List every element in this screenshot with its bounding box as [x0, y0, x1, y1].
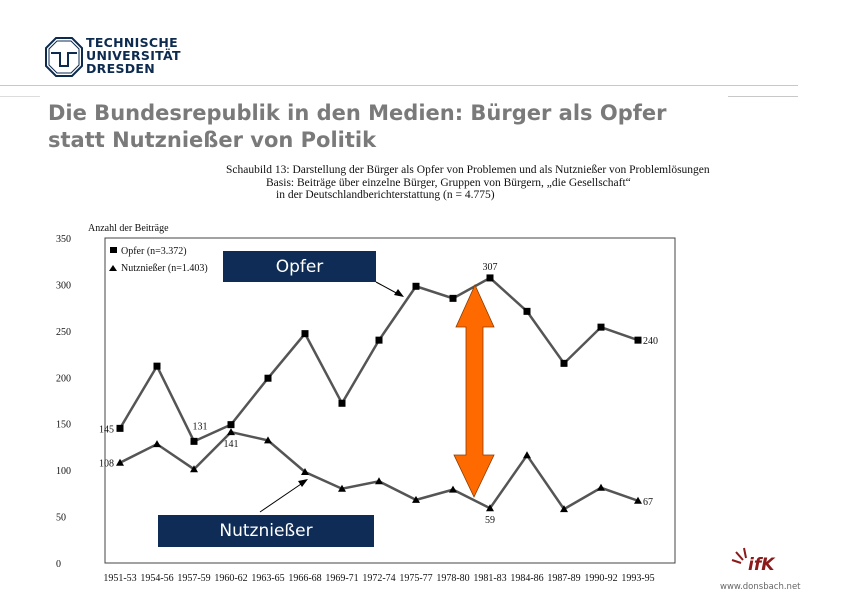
nutzniesser-series-line — [119, 430, 639, 511]
opfer-data-point — [190, 437, 198, 445]
x-tick-label: 1975-77 — [399, 573, 432, 584]
university-line-2: UNIVERSITÄT — [86, 48, 181, 63]
nutzniesser-data-point — [412, 495, 420, 503]
nutzniesser-callout-arrowhead-icon — [298, 479, 308, 487]
y-tick-label: 200 — [56, 373, 71, 384]
opfer-data-point — [449, 294, 457, 302]
x-tick-label: 1993-95 — [621, 573, 654, 584]
nutzniesser-callout-pointer — [259, 481, 305, 513]
opfer-callout: Opfer — [223, 251, 376, 282]
nutzniesser-data-point — [227, 428, 235, 436]
x-tick-label: 1987-89 — [547, 573, 580, 584]
opfer-data-label: 131 — [193, 421, 208, 432]
opfer-data-point — [375, 336, 383, 344]
nutzniesser-data-point — [523, 451, 531, 459]
nutzniesser-data-point — [116, 458, 124, 466]
slide-title: Die Bundesrepublik in den Medien: Bürger… — [48, 100, 666, 154]
opfer-data-point — [523, 307, 531, 315]
opfer-series-line — [118, 276, 639, 443]
x-tick-label: 1984-86 — [510, 573, 543, 584]
slide-title-line-2: statt Nutznießer von Politik — [48, 128, 377, 152]
x-tick-label: 1951-53 — [103, 573, 136, 584]
y-tick-label: 300 — [56, 280, 71, 291]
slide-title-line-1: Die Bundesrepublik in den Medien: Bürger… — [48, 101, 667, 125]
nutzniesser-data-point — [153, 440, 161, 448]
x-tick-label: 1957-59 — [177, 573, 210, 584]
x-tick-label: 1963-65 — [251, 573, 284, 584]
legend-opfer: Opfer (n=3.372) — [121, 246, 187, 257]
nutzniesser-data-label: 141 — [224, 439, 239, 450]
chart-caption: Schaubild 13: Darstellung der Bürger als… — [226, 164, 710, 202]
nutzniesser-data-point — [449, 485, 457, 493]
opfer-data-point — [338, 399, 346, 407]
y-tick-label: 350 — [56, 234, 71, 245]
ifk-logo: ifK — [748, 555, 775, 575]
nutzniesser-data-label: 67 — [643, 497, 653, 508]
legend-triangle-icon — [109, 265, 117, 271]
nutzniesser-data-point — [301, 468, 309, 475]
nutzniesser-data-point — [486, 504, 494, 512]
nutzniesser-data-point — [338, 484, 346, 492]
caption-line-3: in der Deutschlandberichterstattung (n =… — [276, 189, 495, 201]
x-tick-label: 1981-83 — [473, 573, 506, 584]
double-arrow-icon — [453, 284, 495, 498]
opfer-data-point — [227, 421, 235, 429]
university-line-3: DRESDEN — [86, 61, 156, 76]
tu-dresden-logo-icon — [45, 37, 83, 77]
x-tick-label: 1978-80 — [436, 573, 469, 584]
x-tick-label: 1969-71 — [325, 573, 358, 584]
opfer-data-label: 307 — [483, 262, 498, 273]
nutzniesser-data-point — [597, 483, 605, 491]
nutzniesser-data-point — [190, 465, 198, 473]
x-tick-label: 1954-56 — [140, 573, 173, 584]
opfer-data-label: 145 — [99, 424, 114, 435]
x-tick-label: 1972-74 — [362, 573, 395, 584]
y-tick-label: 100 — [56, 466, 71, 477]
opfer-data-point — [116, 424, 124, 432]
nutzniesser-data-point — [634, 496, 642, 504]
x-tick-label: 1960-62 — [214, 573, 247, 584]
nutzniesser-data-label: 59 — [485, 515, 495, 526]
header-divider-short-left — [0, 96, 40, 97]
nutzniesser-callout: Nutznießer — [158, 515, 374, 547]
legend-nutzniesser: Nutznießer (n=1.403) — [121, 263, 208, 274]
opfer-data-point — [153, 362, 161, 370]
y-tick-label: 250 — [56, 327, 71, 338]
x-tick-label: 1966-68 — [288, 573, 321, 584]
nutzniesser-data-point — [264, 436, 272, 444]
nutzniesser-data-point — [560, 505, 568, 513]
y-axis-label: Anzahl der Beiträge — [88, 223, 169, 234]
y-tick-label: 50 — [56, 513, 66, 524]
footer-url[interactable]: www.donsbach.net — [720, 582, 801, 592]
nutzniesser-data-label: 108 — [99, 459, 114, 470]
opfer-data-label: 240 — [643, 336, 658, 347]
opfer-data-point — [412, 282, 420, 290]
university-name: TECHNISCHE UNIVERSITÄT DRESDEN — [86, 36, 181, 75]
header-divider-short-right — [728, 96, 798, 97]
caption-line-1: Schaubild 13: Darstellung der Bürger als… — [226, 164, 710, 176]
header-divider — [0, 85, 798, 86]
opfer-data-point — [634, 336, 642, 344]
opfer-data-point — [301, 330, 309, 338]
legend-square-icon — [110, 247, 117, 253]
opfer-data-point — [597, 323, 605, 331]
plot-frame — [104, 237, 676, 564]
y-tick-label: 0 — [56, 559, 61, 570]
x-tick-label: 1990-92 — [584, 573, 617, 584]
opfer-data-point — [264, 374, 272, 382]
opfer-data-point — [560, 359, 568, 367]
ifk-rays-icon — [731, 547, 747, 564]
y-tick-label: 150 — [56, 420, 71, 431]
caption-line-2: Basis: Beiträge über einzelne Bürger, Gr… — [266, 176, 631, 189]
opfer-callout-arrowhead-icon — [394, 289, 404, 297]
opfer-data-point — [486, 274, 494, 282]
nutzniesser-data-point — [375, 477, 383, 485]
university-line-1: TECHNISCHE — [86, 35, 178, 50]
